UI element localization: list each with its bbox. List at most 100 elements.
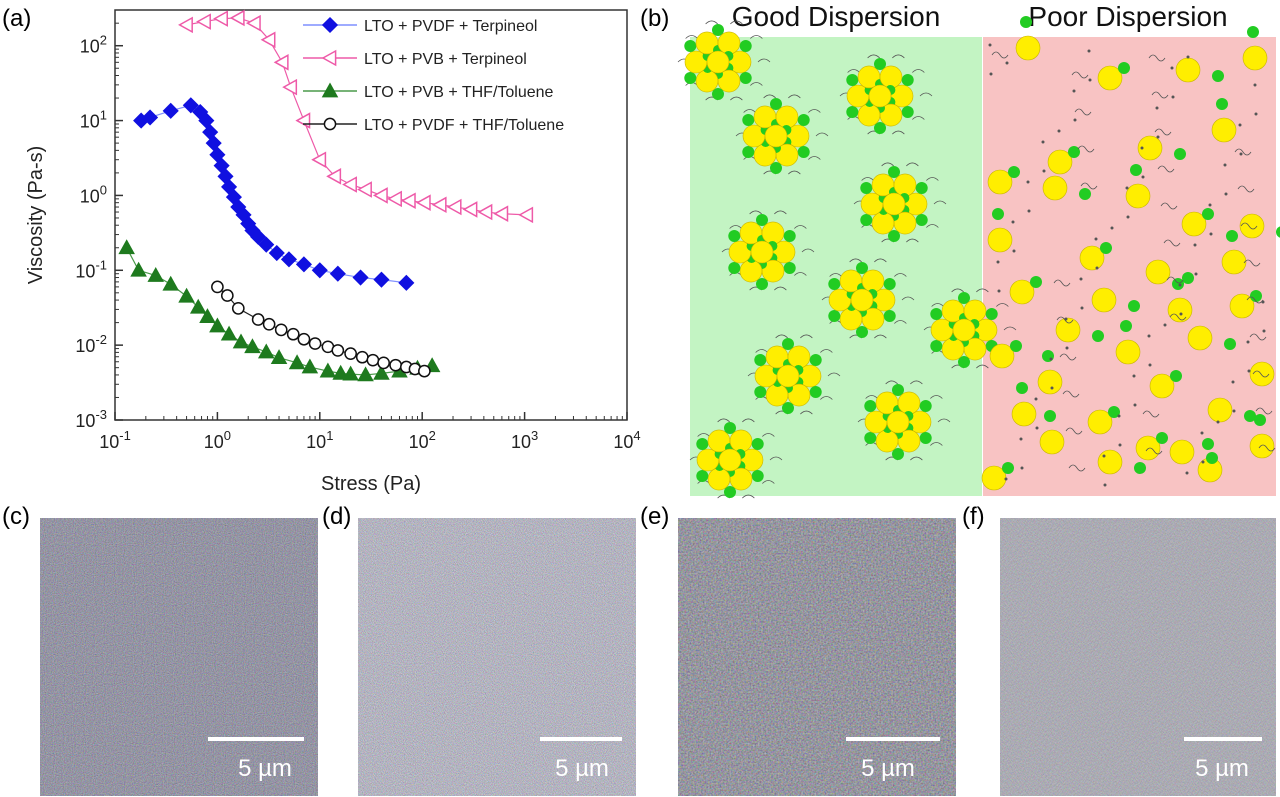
binder-dot: [1193, 243, 1197, 247]
data-point: [357, 366, 374, 382]
binder-dot: [1034, 397, 1038, 401]
carbon-particle: [696, 438, 709, 450]
data-point: [196, 13, 211, 30]
data-point: [189, 298, 207, 314]
lto-particle: [987, 169, 1013, 195]
legend-marker: [321, 82, 339, 98]
carbon-particle: [1206, 452, 1218, 464]
carbon-particle: [888, 230, 900, 242]
particle-cluster: [735, 94, 829, 175]
binder-strand: [697, 433, 710, 437]
binder-strand: [775, 334, 788, 339]
carbon-particle: [1130, 164, 1142, 176]
binder-strand: [1077, 145, 1095, 153]
binder-strand: [762, 480, 775, 484]
data-point: [295, 256, 312, 273]
data-point: [282, 78, 298, 96]
binder-dot: [1102, 454, 1106, 458]
y-tick-label: 10-2: [75, 332, 107, 356]
lto-particle: [1187, 325, 1213, 351]
binder-dot: [1178, 283, 1182, 287]
carbon-particle: [1174, 148, 1186, 160]
lto-particle: [963, 299, 987, 323]
carbon-particle: [919, 400, 932, 412]
binder-strand: [847, 69, 860, 73]
data-point: [288, 354, 306, 370]
data-point: [178, 287, 195, 303]
data-point: [352, 269, 369, 286]
data-point: [311, 151, 327, 168]
binder-strand: [976, 364, 989, 369]
carbon-particle: [874, 58, 886, 70]
binder-dot: [1200, 431, 1204, 435]
carbon-particle: [770, 162, 782, 174]
carbon-particle: [751, 438, 764, 450]
series-group: [118, 9, 534, 382]
data-point: [231, 302, 245, 315]
binder-dot: [1049, 357, 1053, 361]
lto-particle: [1097, 449, 1123, 475]
micrograph-f: [1000, 518, 1276, 796]
lto-particle: [1145, 259, 1171, 285]
data-point: [319, 362, 337, 378]
binder-dot: [1050, 386, 1054, 390]
lto-particle: [875, 429, 899, 453]
binder-strand: [894, 320, 907, 324]
binder-strand: [1157, 165, 1175, 173]
lto-particle: [882, 192, 906, 216]
data-point: [357, 181, 372, 198]
good-dispersion-title: Good Dispersion: [732, 1, 941, 32]
binder-dot: [1125, 186, 1129, 190]
micrograph-e: [678, 518, 956, 796]
x-tick-label: 103: [511, 428, 538, 452]
carbon-particle: [1042, 350, 1054, 362]
binder-dot: [1209, 232, 1213, 236]
lto-particle: [1091, 287, 1117, 313]
binder-dot: [1035, 426, 1039, 430]
binder-strand: [1074, 108, 1092, 116]
lto-particle: [1137, 135, 1163, 161]
binder-dot: [1239, 152, 1243, 156]
binder-strand: [1246, 296, 1264, 304]
carbon-particle: [1118, 62, 1130, 74]
data-point: [431, 196, 447, 214]
lto-particle: [1229, 293, 1255, 319]
binder-dot: [1253, 83, 1257, 87]
series-line: [217, 286, 425, 372]
carbon-particle: [1276, 226, 1280, 238]
carbon-particle: [1247, 26, 1259, 38]
carbon-particle: [901, 106, 914, 118]
dispersion-schematic: Good Dispersion Poor Dispersion: [677, 1, 1280, 499]
carbon-particle: [1172, 278, 1184, 290]
panel-label-d: (d): [322, 503, 351, 530]
lto-particle: [761, 221, 785, 245]
data-point: [220, 325, 238, 341]
scale-label-e: 5 µm: [861, 755, 915, 782]
carbon-particle: [958, 292, 970, 304]
data-point: [258, 236, 275, 253]
series-3: [118, 239, 441, 382]
binder-strand: [931, 303, 944, 307]
micrograph-c: [40, 518, 318, 796]
carbon-particle: [1182, 272, 1194, 284]
carbon-particle: [724, 422, 736, 434]
carbon-particle: [1224, 338, 1236, 350]
carbon-particle: [1020, 16, 1032, 28]
data-point: [182, 97, 199, 114]
binder-dot: [1231, 380, 1235, 384]
carbon-particle: [754, 386, 767, 398]
binder-strand: [910, 456, 923, 461]
binder-dot: [1155, 106, 1159, 110]
carbon-particle: [684, 40, 697, 52]
data-point: [198, 112, 215, 129]
lto-particle: [775, 105, 799, 129]
lto-particle: [1125, 183, 1151, 209]
binder-strand: [801, 248, 815, 253]
carbon-particle: [684, 72, 697, 84]
binder-strand: [991, 51, 1009, 59]
binder-dot: [1057, 129, 1061, 133]
carbon-particle: [1120, 320, 1132, 332]
binder-dot: [1110, 226, 1114, 230]
data-point: [311, 262, 328, 279]
carbon-particle: [728, 230, 741, 242]
